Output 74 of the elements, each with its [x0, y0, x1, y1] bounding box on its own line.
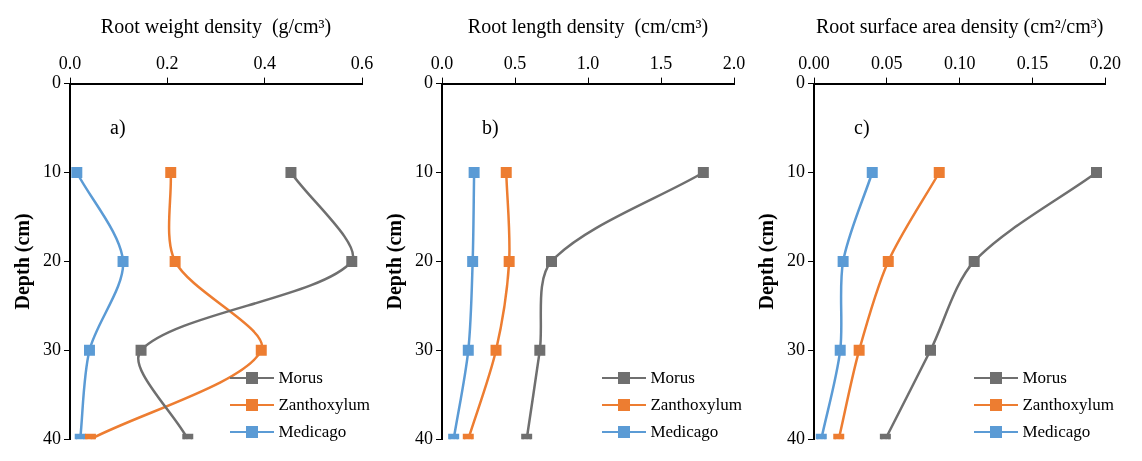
point — [462, 344, 474, 356]
x-tick-label: 0.4 — [253, 52, 276, 73]
x-tick-label: 0.6 — [350, 52, 374, 73]
x-tick-label: 0.00 — [798, 52, 830, 73]
point — [169, 255, 181, 267]
x-tick-label: 0.20 — [1089, 52, 1121, 73]
point — [968, 255, 980, 267]
x-tick-label: 1.0 — [576, 52, 600, 73]
y-tick-label: 10 — [787, 161, 805, 182]
point — [165, 167, 177, 178]
x-axis-title: Root surface area density (cm²/cm³) — [815, 15, 1104, 39]
point — [834, 344, 846, 356]
point — [71, 167, 83, 178]
y-tick-label: 40 — [43, 427, 61, 448]
legend-label: Medicago — [278, 421, 347, 442]
legend-label: Zanthoxylum — [278, 394, 370, 415]
point — [866, 167, 878, 178]
y-axis-title: Depth (cm) — [11, 213, 35, 310]
point — [255, 344, 267, 356]
legend-label: Zanthoxylum — [650, 394, 742, 415]
point — [546, 255, 557, 267]
y-tick-label: 30 — [415, 339, 433, 360]
y-tick-label: 20 — [787, 250, 805, 271]
point — [285, 167, 297, 178]
y-tick-label: 20 — [415, 250, 433, 271]
x-tick-label: 2.0 — [722, 52, 746, 73]
x-tick-label: 0.2 — [156, 52, 179, 73]
point — [853, 344, 865, 356]
point — [467, 255, 479, 267]
y-tick-label: 30 — [787, 339, 805, 360]
legend-label: Medicago — [1022, 421, 1091, 442]
point — [697, 167, 709, 178]
y-tick-label: 10 — [415, 161, 433, 182]
y-tick-label: 30 — [43, 339, 61, 360]
x-tick-label: 0.0 — [58, 52, 82, 73]
point — [1091, 167, 1103, 178]
legend-label: Morus — [278, 367, 323, 388]
legend-label: Morus — [1022, 367, 1067, 388]
point — [83, 344, 95, 356]
y-tick-label: 40 — [415, 427, 433, 448]
point — [925, 344, 936, 356]
x-tick-label: 0.5 — [503, 52, 527, 73]
point — [503, 255, 515, 267]
legend-label: Morus — [650, 367, 695, 388]
point — [534, 344, 546, 356]
point — [490, 344, 502, 356]
y-tick-label: 0 — [52, 72, 61, 93]
x-tick-label: 0.0 — [430, 52, 454, 73]
y-tick-label: 0 — [796, 72, 805, 93]
x-axis-title: Root weight density (g/cm³) — [100, 15, 332, 39]
annotation: c) — [854, 115, 870, 139]
point — [933, 167, 945, 178]
point — [882, 255, 894, 267]
x-tick-label: 0.15 — [1016, 52, 1049, 73]
annotation: a) — [110, 115, 126, 139]
legend-label: Zanthoxylum — [1022, 394, 1114, 415]
x-tick-label: 0.05 — [871, 52, 903, 73]
x-tick-label: 1.5 — [649, 52, 673, 73]
annotation: b) — [482, 115, 499, 139]
y-tick-label: 40 — [787, 427, 805, 448]
x-tick-label: 0.10 — [943, 52, 976, 73]
point — [346, 255, 358, 267]
y-axis-title: Depth (cm) — [755, 213, 779, 310]
point — [117, 255, 129, 267]
point — [500, 167, 512, 178]
y-tick-label: 10 — [43, 161, 61, 182]
point — [468, 167, 480, 178]
y-tick-label: 20 — [43, 250, 61, 271]
y-tick-label: 0 — [424, 72, 433, 93]
legend-label: Medicago — [650, 421, 719, 442]
y-axis-title: Depth (cm) — [383, 213, 407, 310]
x-axis-title: Root length density (cm/cm³) — [467, 15, 709, 39]
point — [837, 255, 849, 267]
point — [135, 344, 147, 356]
